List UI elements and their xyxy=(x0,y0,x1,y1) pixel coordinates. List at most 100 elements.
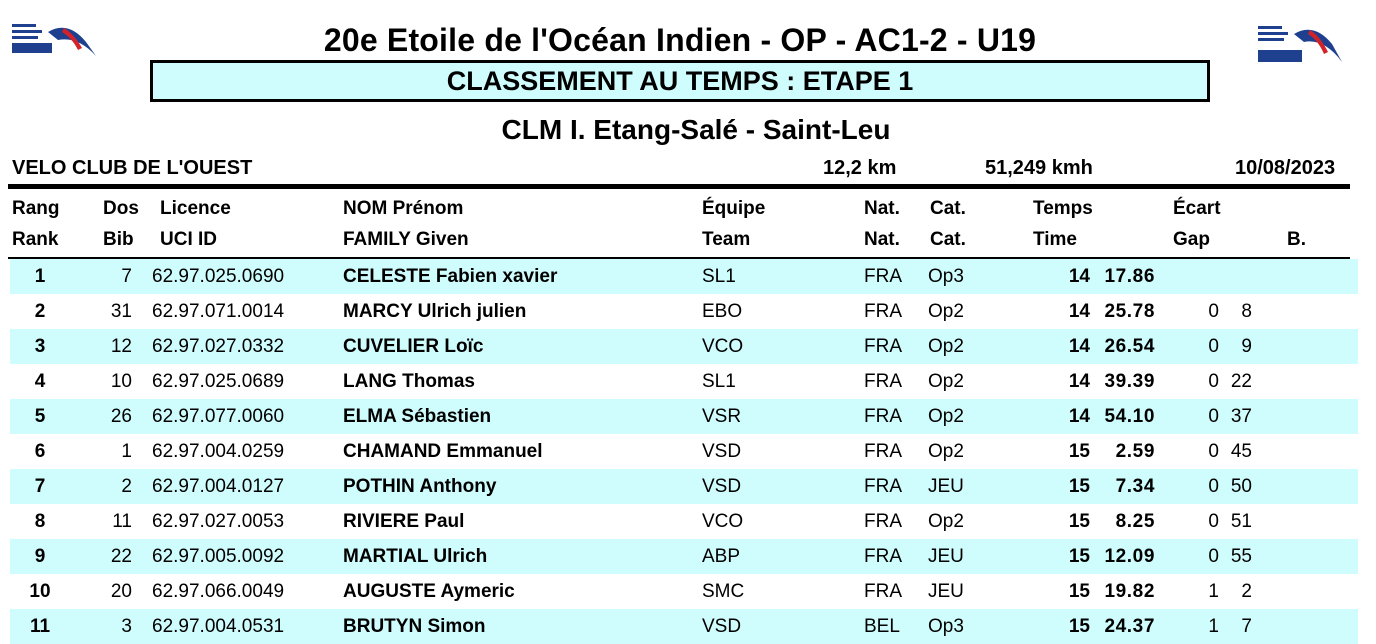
rider-name-cell: RIVIERE Paul xyxy=(343,511,465,532)
bib-cell: 1 xyxy=(121,441,132,462)
col-name-subheader: FAMILY Given xyxy=(343,229,469,250)
rider-name-cell: CHAMAND Emmanuel xyxy=(343,441,543,462)
time-seconds-cell: 24.37 xyxy=(1104,616,1155,637)
time-minutes-cell: 14 xyxy=(1068,301,1090,322)
gap-minutes-cell: 0 xyxy=(1208,336,1219,357)
nationality-cell: FRA xyxy=(864,371,902,392)
table-divider xyxy=(8,257,1350,259)
category-cell: Op2 xyxy=(928,441,964,462)
bib-cell: 7 xyxy=(121,266,132,287)
time-seconds-cell: 7.34 xyxy=(1115,476,1155,497)
gap-seconds-cell: 51 xyxy=(1230,511,1252,532)
licence-cell: 62.97.004.0259 xyxy=(152,441,285,462)
stage-title: CLM I. Etang-Salé - Saint-Leu xyxy=(501,114,891,145)
table-row: 11 3 62.97.004.0531 BRUTYN Simon VSD BEL Op3 15… xyxy=(10,609,1358,644)
bib-cell: 2 xyxy=(121,476,132,497)
col-bib-header: Dos xyxy=(103,198,139,219)
team-cell: ABP xyxy=(702,546,741,567)
rider-name-cell: MARCY Ulrich julien xyxy=(343,301,527,322)
rank-cell: 9 xyxy=(34,546,46,567)
licence-cell: 62.97.025.0690 xyxy=(152,266,285,287)
col-team-header: Équipe xyxy=(702,198,766,219)
club-name: VELO CLUB DE L'OUEST xyxy=(12,157,253,179)
race-date: 10/08/2023 xyxy=(1235,157,1336,179)
rank-cell: 1 xyxy=(34,266,46,287)
category-cell: Op2 xyxy=(928,406,964,427)
time-seconds-cell: 39.39 xyxy=(1104,371,1155,392)
col-bib-subheader: Bib xyxy=(103,229,134,250)
rank-cell: 11 xyxy=(29,616,51,637)
category-cell: JEU xyxy=(928,546,964,567)
team-cell: SL1 xyxy=(702,371,736,392)
licence-cell: 62.97.071.0014 xyxy=(152,301,285,322)
time-seconds-cell: 12.09 xyxy=(1104,546,1155,567)
category-cell: Op3 xyxy=(928,266,964,287)
gap-minutes-cell: 0 xyxy=(1208,371,1219,392)
gap-minutes-cell: 0 xyxy=(1208,476,1219,497)
nationality-cell: FRA xyxy=(864,406,902,427)
col-licence-subheader: UCI ID xyxy=(160,229,217,250)
rider-name-cell: POTHIN Anthony xyxy=(343,476,497,497)
rank-cell: 2 xyxy=(34,301,46,322)
rider-name-cell: ELMA Sébastien xyxy=(343,406,492,427)
rider-name-cell: CUVELIER Loïc xyxy=(343,336,484,357)
table-row: 8 11 62.97.027.0053 RIVIERE Paul VCO FRA Op2 15… xyxy=(10,504,1358,539)
table-row: 4 10 62.97.025.0689 LANG Thomas SL1 FRA Op2 14 3… xyxy=(10,364,1358,399)
table-row: 10 20 62.97.066.0049 AUGUSTE Aymeric SMC FRA J… xyxy=(10,574,1358,609)
col-team-subheader: Team xyxy=(702,229,751,250)
time-seconds-cell: 54.10 xyxy=(1104,406,1155,427)
time-seconds-cell: 26.54 xyxy=(1104,336,1155,357)
stage-distance: 12,2 km xyxy=(823,157,897,179)
licence-cell: 62.97.004.0127 xyxy=(152,476,285,497)
gap-seconds-cell: 2 xyxy=(1241,581,1252,602)
nationality-cell: FRA xyxy=(864,511,902,532)
table-row: 3 12 62.97.027.0332 CUVELIER Loïc VCO FRA Op2 1… xyxy=(10,329,1358,364)
average-speed: 51,249 kmh xyxy=(985,157,1093,179)
rank-cell: 7 xyxy=(34,476,46,497)
gap-seconds-cell: 55 xyxy=(1230,546,1252,567)
time-seconds-cell: 25.78 xyxy=(1104,301,1155,322)
licence-cell: 62.97.027.0332 xyxy=(152,336,285,357)
gap-seconds-cell: 8 xyxy=(1241,301,1252,322)
bib-cell: 11 xyxy=(112,511,132,532)
team-cell: SL1 xyxy=(702,266,736,287)
time-minutes-cell: 14 xyxy=(1068,406,1090,427)
federation-logo-icon xyxy=(8,18,98,78)
time-seconds-cell: 8.25 xyxy=(1115,511,1155,532)
team-cell: VSD xyxy=(702,441,742,462)
col-name-header: NOM Prénom xyxy=(343,198,464,219)
nationality-cell: BEL xyxy=(864,616,900,637)
category-cell: Op2 xyxy=(928,511,964,532)
time-seconds-cell: 2.59 xyxy=(1115,441,1155,462)
table-row: 6 1 62.97.004.0259 CHAMAND Emmanuel VSD FRA Op… xyxy=(10,434,1358,469)
gap-seconds-cell: 37 xyxy=(1230,406,1252,427)
col-time-header: Temps xyxy=(1033,198,1093,219)
col-licence-header: Licence xyxy=(160,198,231,219)
licence-cell: 62.97.025.0689 xyxy=(152,371,285,392)
table-row: 9 22 62.97.005.0092 MARTIAL Ulrich ABP FRA JEU… xyxy=(10,539,1358,574)
nationality-cell: FRA xyxy=(864,476,902,497)
time-minutes-cell: 15 xyxy=(1068,546,1090,567)
gap-seconds-cell: 22 xyxy=(1230,371,1252,392)
category-cell: JEU xyxy=(928,581,964,602)
category-cell: Op3 xyxy=(928,616,964,637)
table-row: 1 7 62.97.025.0690 CELESTE Fabien xavier SL1… xyxy=(10,259,1358,294)
licence-cell: 62.97.004.0531 xyxy=(152,616,285,637)
col-nat-subheader: Nat. xyxy=(864,229,900,250)
gap-minutes-cell: 1 xyxy=(1208,581,1219,602)
classification-banner: CLASSEMENT AU TEMPS : ETAPE 1 xyxy=(150,60,1210,102)
team-cell: VCO xyxy=(702,511,744,532)
gap-minutes-cell: 0 xyxy=(1208,511,1219,532)
nationality-cell: FRA xyxy=(864,336,902,357)
col-cat-header: Cat. xyxy=(930,198,966,219)
category-cell: Op2 xyxy=(928,336,964,357)
rider-name-cell: MARTIAL Ulrich xyxy=(343,546,488,567)
bib-cell: 31 xyxy=(110,301,132,322)
time-minutes-cell: 15 xyxy=(1068,616,1090,637)
time-minutes-cell: 14 xyxy=(1068,266,1090,287)
team-cell: VCO xyxy=(702,336,744,357)
gap-minutes-cell: 0 xyxy=(1208,301,1219,322)
team-cell: VSD xyxy=(702,616,742,637)
time-minutes-cell: 15 xyxy=(1068,441,1090,462)
bib-cell: 26 xyxy=(110,406,132,427)
